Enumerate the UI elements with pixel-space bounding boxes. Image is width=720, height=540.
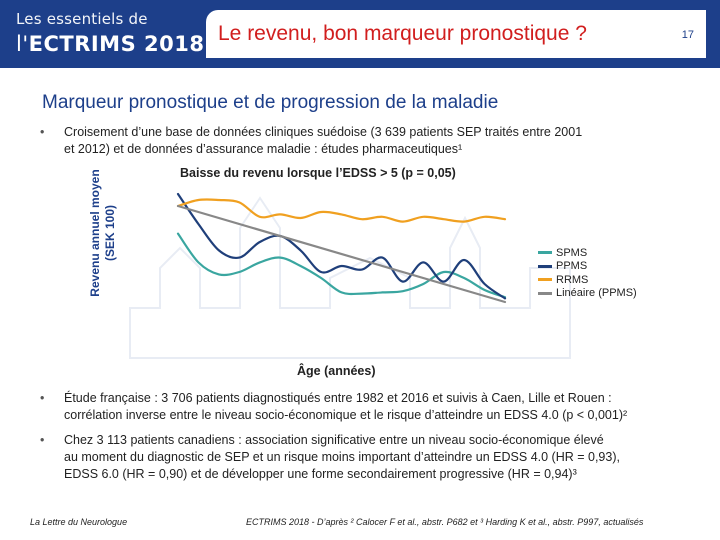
brand-prefix: l' [16, 32, 29, 56]
legend-label: PPMS [556, 260, 588, 273]
legend-swatch [538, 291, 552, 295]
series-layer [176, 192, 507, 304]
bullet-line: Croisement d’une base de données cliniqu… [64, 125, 583, 139]
background-decoration [129, 196, 571, 359]
section-subtitle: Marqueur pronostique et de progression d… [42, 92, 499, 113]
legend-label: Linéaire (PPMS) [556, 287, 637, 300]
bullet-marker: • [40, 433, 45, 447]
x-axis-label: Âge (années) [297, 364, 376, 378]
bullet-text: Étude française : 3 706 patients diagnos… [64, 390, 627, 424]
bullet-swedish-study: • Croisement d’une base de données clini… [40, 124, 690, 158]
bullet-french-study: • Étude française : 3 706 patients diagn… [40, 390, 700, 424]
series-line-rrms [176, 198, 507, 223]
bullet-line: au moment du diagnostic de SEP et un ris… [64, 450, 620, 464]
series-line-lin-aire-ppms [176, 204, 507, 304]
series-line-ppms [176, 192, 507, 300]
page-number: 17 [681, 29, 694, 41]
legend-item-linear-ppms: Linéaire (PPMS) [538, 287, 637, 301]
legend-item-ppms: PPMS [538, 260, 637, 274]
legend-swatch [538, 251, 552, 255]
bullet-text: Croisement d’une base de données cliniqu… [64, 124, 582, 158]
chart-legend: SPMS PPMS RRMS Linéaire (PPMS) [538, 246, 637, 300]
income-line-chart [129, 192, 571, 359]
bullet-canadian-study: • Chez 3 113 patients canadiens : associ… [40, 432, 700, 484]
slide-title-box: Le revenu, bon marqueur pronostique ? 17 [206, 10, 706, 58]
series-line-spms [176, 232, 507, 299]
bullet-text: Chez 3 113 patients canadiens : associat… [64, 432, 620, 483]
bullet-line: Chez 3 113 patients canadiens : associat… [64, 433, 604, 447]
legend-swatch [538, 278, 552, 282]
bullet-marker: • [40, 391, 45, 405]
brand-name: l'ECTRIMS 2018 [16, 32, 204, 56]
bullet-marker: • [40, 125, 45, 139]
header-bar: Les essentiels de l'ECTRIMS 2018 Le reve… [0, 0, 720, 68]
bullet-line: et 2012) et de données d’assurance malad… [64, 142, 463, 156]
brand-logo: Les essentiels de l'ECTRIMS 2018 [16, 10, 204, 56]
legend-item-rrms: RRMS [538, 273, 637, 287]
bullet-line: EDSS 6.0 (HR = 0,90) et de développer un… [64, 467, 577, 481]
legend-swatch [538, 264, 552, 268]
legend-label: SPMS [556, 246, 588, 259]
footer-source-journal: La Lettre du Neurologue [30, 517, 128, 527]
bullet-line: corrélation inverse entre le niveau soci… [64, 408, 628, 422]
brand-title: ECTRIMS 2018 [28, 32, 205, 56]
background-skyline [129, 196, 571, 359]
legend-item-spms: SPMS [538, 246, 637, 260]
legend-label: RRMS [556, 273, 589, 286]
footer-references: ECTRIMS 2018 - D’après ² Calocer F et al… [246, 517, 644, 527]
slide-title: Le revenu, bon marqueur pronostique ? [218, 22, 587, 45]
brand-tagline: Les essentiels de [16, 10, 148, 28]
bullet-line: Étude française : 3 706 patients diagnos… [64, 391, 612, 405]
chart-title: Baisse du revenu lorsque l’EDSS > 5 (p =… [180, 166, 456, 180]
